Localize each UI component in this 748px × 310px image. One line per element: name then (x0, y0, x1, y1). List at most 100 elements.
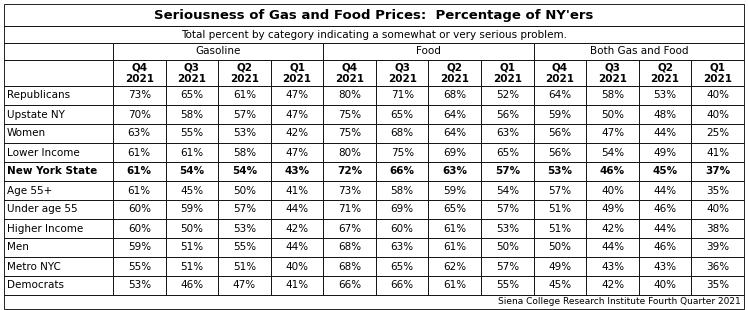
Text: 60%: 60% (128, 205, 151, 215)
Text: 55%: 55% (233, 242, 256, 253)
Bar (4, 257, 113, 276)
Bar (586, 219, 639, 238)
Text: Under age 55: Under age 55 (7, 205, 78, 215)
Bar (4, 124, 113, 143)
Text: 61%: 61% (128, 185, 151, 196)
Bar (586, 238, 639, 257)
Bar (691, 124, 744, 143)
Bar (218, 257, 271, 276)
Bar (533, 124, 586, 143)
Text: Democrats: Democrats (7, 281, 64, 290)
Bar (218, 86, 271, 105)
Bar (4, 276, 113, 295)
Bar (271, 200, 323, 219)
Text: Total percent by category indicating a somewhat or very serious problem.: Total percent by category indicating a s… (181, 29, 567, 39)
Bar (691, 162, 744, 181)
Text: 53%: 53% (496, 224, 519, 233)
Text: 42%: 42% (286, 224, 309, 233)
Text: 64%: 64% (444, 129, 466, 139)
Bar (165, 124, 218, 143)
Bar (271, 105, 323, 124)
Bar (639, 219, 691, 238)
Bar (323, 162, 376, 181)
Text: Siena College Research Institute Fourth Quarter 2021: Siena College Research Institute Fourth … (498, 298, 741, 307)
Bar (481, 162, 533, 181)
Bar (113, 257, 165, 276)
Bar (218, 276, 271, 295)
Text: 59%: 59% (128, 242, 151, 253)
Text: 57%: 57% (233, 109, 256, 119)
Bar (639, 181, 691, 200)
Text: 47%: 47% (601, 129, 624, 139)
Text: 51%: 51% (548, 224, 571, 233)
Text: 41%: 41% (706, 148, 729, 157)
Bar (376, 181, 429, 200)
Bar (4, 295, 744, 309)
Text: 49%: 49% (654, 148, 677, 157)
Text: 61%: 61% (180, 148, 203, 157)
Text: 73%: 73% (128, 91, 151, 100)
Text: 59%: 59% (548, 109, 571, 119)
Text: 64%: 64% (548, 91, 571, 100)
Bar (533, 105, 586, 124)
Bar (376, 200, 429, 219)
Text: 72%: 72% (337, 166, 362, 176)
Bar (4, 60, 113, 86)
Text: Q1
2021: Q1 2021 (703, 62, 732, 84)
Text: 40%: 40% (706, 109, 729, 119)
Text: 35%: 35% (706, 281, 729, 290)
Bar (429, 124, 481, 143)
Text: 58%: 58% (601, 91, 624, 100)
Bar (586, 124, 639, 143)
Bar (218, 105, 271, 124)
Text: 67%: 67% (338, 224, 361, 233)
Text: 61%: 61% (444, 224, 466, 233)
Text: 45%: 45% (652, 166, 678, 176)
Bar (165, 276, 218, 295)
Text: 46%: 46% (180, 281, 203, 290)
Bar (323, 43, 533, 60)
Text: 50%: 50% (233, 185, 256, 196)
Bar (323, 219, 376, 238)
Bar (323, 200, 376, 219)
Text: 61%: 61% (127, 166, 152, 176)
Bar (271, 143, 323, 162)
Text: 50%: 50% (601, 109, 624, 119)
Text: 61%: 61% (444, 281, 466, 290)
Text: 65%: 65% (180, 91, 203, 100)
Text: 38%: 38% (706, 224, 729, 233)
Text: Q1
2021: Q1 2021 (493, 62, 522, 84)
Text: 47%: 47% (233, 281, 256, 290)
Bar (639, 162, 691, 181)
Text: 44%: 44% (286, 242, 309, 253)
Bar (429, 162, 481, 181)
Bar (691, 200, 744, 219)
Text: 55%: 55% (128, 262, 151, 272)
Bar (586, 181, 639, 200)
Text: 57%: 57% (233, 205, 256, 215)
Bar (376, 105, 429, 124)
Text: 63%: 63% (128, 129, 151, 139)
Bar (113, 86, 165, 105)
Bar (4, 219, 113, 238)
Bar (271, 257, 323, 276)
Bar (481, 238, 533, 257)
Bar (113, 43, 323, 60)
Text: 43%: 43% (654, 262, 677, 272)
Text: Q2
2021: Q2 2021 (230, 62, 259, 84)
Text: Q4
2021: Q4 2021 (125, 62, 154, 84)
Bar (376, 276, 429, 295)
Bar (533, 238, 586, 257)
Bar (691, 86, 744, 105)
Text: 71%: 71% (390, 91, 414, 100)
Bar (429, 238, 481, 257)
Bar (481, 86, 533, 105)
Text: 40%: 40% (706, 205, 729, 215)
Bar (691, 143, 744, 162)
Text: 45%: 45% (548, 281, 571, 290)
Bar (113, 238, 165, 257)
Text: Age 55+: Age 55+ (7, 185, 52, 196)
Bar (323, 86, 376, 105)
Bar (586, 105, 639, 124)
Text: 57%: 57% (548, 185, 571, 196)
